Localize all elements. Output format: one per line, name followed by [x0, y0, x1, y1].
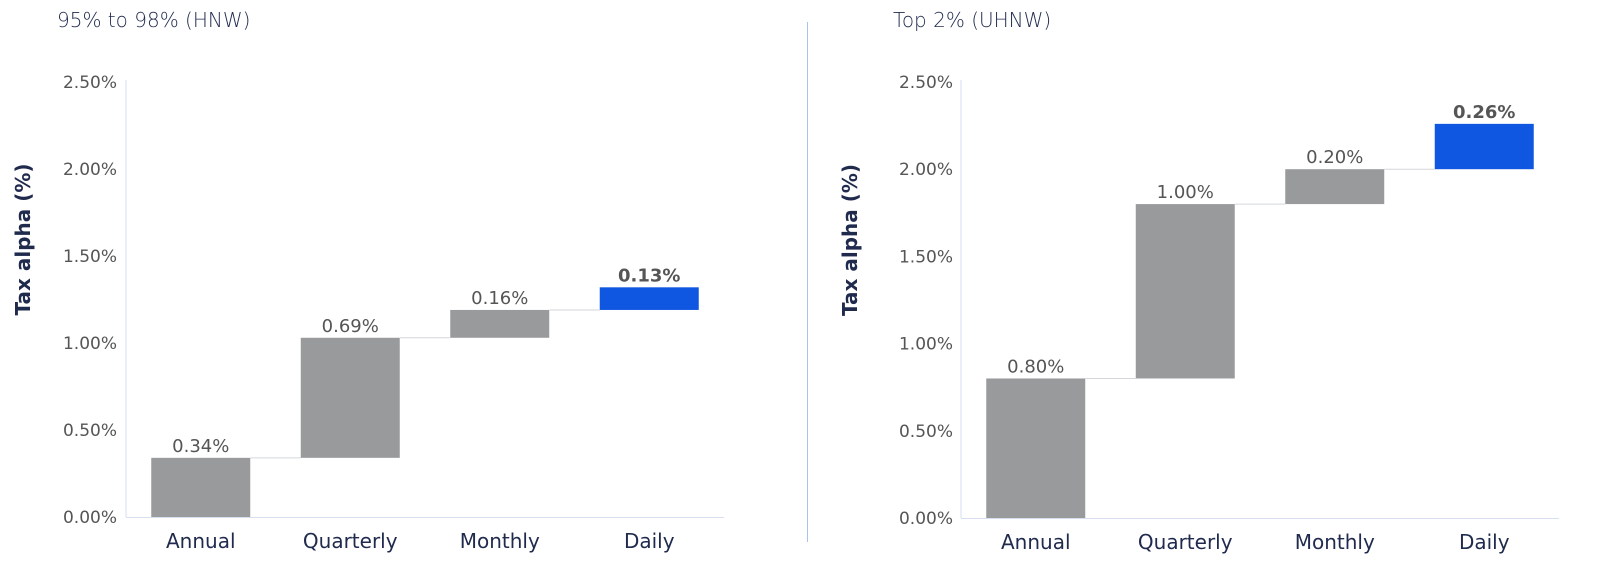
panel-divider: [807, 22, 808, 542]
x-tick-label: Monthly: [460, 529, 540, 553]
y-tick-label: 2.00%: [63, 160, 117, 180]
y-tick-label: 2.50%: [899, 73, 953, 93]
bar-daily: [599, 287, 699, 310]
x-tick-label: Annual: [1001, 530, 1071, 554]
x-tick-label: Quarterly: [303, 529, 398, 553]
data-label: 1.00%: [1157, 182, 1214, 203]
y-tick-label: 0.50%: [899, 422, 953, 442]
chart-title-hnw: 95% to 98% (HNW): [57, 8, 251, 32]
data-label: 0.16%: [471, 288, 528, 309]
y-tick-label: 2.00%: [899, 160, 953, 180]
x-tick-label: Monthly: [1295, 530, 1375, 554]
y-tick-label: 0.50%: [63, 421, 117, 441]
data-label: 0.20%: [1306, 147, 1363, 168]
bar-annual: [986, 378, 1086, 518]
data-label: 0.80%: [1007, 356, 1064, 377]
y-axis-title: Tax alpha (%): [11, 163, 35, 315]
y-tick-label: 1.00%: [899, 335, 953, 355]
data-label: 0.69%: [322, 316, 379, 337]
y-tick-label: 1.50%: [899, 247, 953, 267]
bar-monthly: [450, 309, 550, 338]
bar-quarterly: [1135, 204, 1235, 379]
bar-daily: [1434, 123, 1534, 170]
y-tick-label: 0.00%: [899, 509, 953, 529]
x-tick-label: Quarterly: [1138, 530, 1233, 554]
data-label: 0.34%: [172, 436, 229, 457]
y-tick-label: 1.50%: [63, 247, 117, 267]
bar-quarterly: [300, 337, 400, 458]
bar-monthly: [1285, 169, 1385, 205]
y-tick-label: 1.00%: [63, 334, 117, 354]
y-axis-title: Tax alpha (%): [838, 164, 862, 316]
y-tick-label: 0.00%: [63, 508, 117, 528]
data-label: 0.26%: [1453, 102, 1515, 123]
x-tick-label: Daily: [624, 529, 675, 553]
bar-annual: [151, 457, 251, 517]
x-tick-label: Daily: [1459, 530, 1510, 554]
chart-title-uhnw: Top 2% (UHNW): [893, 8, 1052, 32]
y-tick-label: 2.50%: [63, 73, 117, 93]
waterfall-chart-hnw: 0.00% 0.50% 1.00% 1.50% 2.00% 2.50% Tax alpha …: [11, 73, 724, 553]
x-tick-label: Annual: [166, 529, 236, 553]
data-label: 0.13%: [618, 265, 680, 286]
